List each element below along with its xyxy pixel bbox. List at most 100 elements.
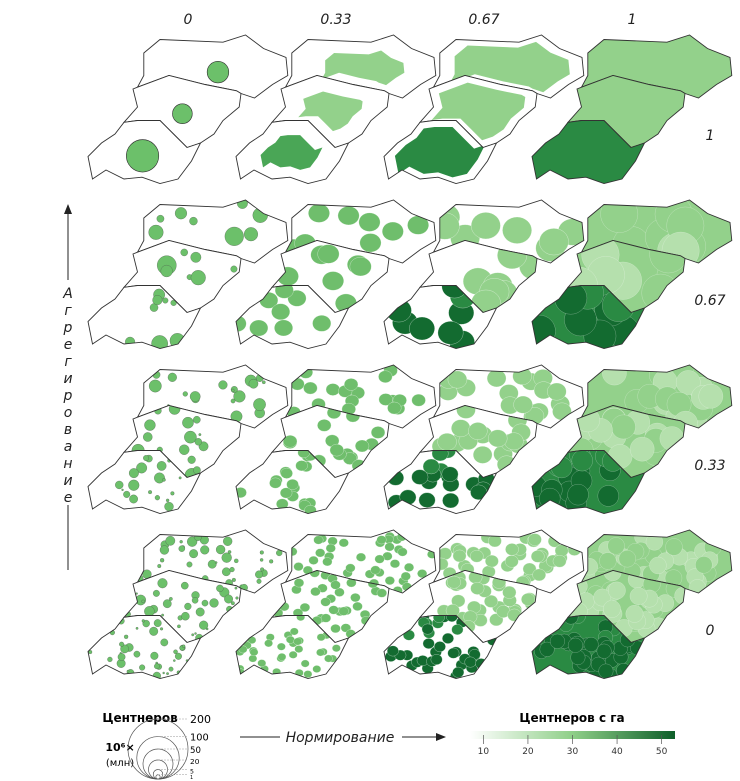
map-cell: [430, 654, 443, 665]
map-symbol: [182, 391, 188, 397]
map-cell: [352, 601, 363, 611]
map-symbol: [148, 379, 162, 393]
map-cell: [387, 401, 402, 415]
map-cell: [316, 648, 325, 657]
map-cell: [469, 550, 484, 563]
map-cell: [338, 606, 349, 616]
map-panel: [531, 34, 733, 184]
map-cell: [411, 469, 429, 485]
map-cell: [539, 487, 561, 510]
map-cell: [597, 485, 619, 507]
map-cell: [447, 575, 461, 589]
map-cell: [294, 645, 304, 653]
map-symbol: [259, 550, 264, 555]
map-cell: [260, 135, 323, 170]
map-cell: [264, 639, 273, 648]
map-symbol: [164, 501, 174, 512]
map-symbol: [262, 380, 266, 385]
map-cell: [390, 559, 400, 569]
cells: [126, 139, 160, 173]
map-cell: [376, 588, 387, 598]
map-cell: [280, 467, 293, 479]
region-fill: [568, 75, 685, 148]
cells: [321, 50, 405, 86]
map-cell: [303, 670, 313, 678]
map-cell: [470, 484, 488, 500]
map-cell: [437, 433, 457, 451]
map-cell: [344, 378, 359, 391]
map-cell: [649, 556, 667, 575]
map-cell: [387, 470, 404, 486]
map-cell: [437, 321, 464, 345]
map-cell: [308, 203, 330, 223]
map-cell: [447, 647, 460, 659]
color-tick-label: 50: [656, 747, 668, 757]
map-symbol: [256, 578, 262, 584]
map-panel: [87, 364, 289, 514]
map-symbol: [186, 561, 193, 568]
region-fill: [137, 200, 288, 263]
map-symbol: [181, 581, 189, 590]
color-tick-label: 30: [567, 747, 579, 757]
map-symbol: [119, 641, 125, 647]
map-symbol: [169, 333, 186, 349]
cells: [386, 285, 476, 349]
map-symbol: [227, 550, 232, 554]
map-symbol: [230, 265, 238, 273]
map-symbol: [170, 299, 177, 306]
cells: [236, 615, 341, 678]
map-cell: [441, 466, 459, 482]
map-symbol: [107, 656, 113, 663]
map-cell: [290, 377, 305, 391]
map-symbol: [216, 544, 226, 555]
map-cell: [248, 654, 258, 663]
map-cell: [434, 641, 446, 653]
map-symbol: [160, 638, 169, 647]
map-symbol: [191, 597, 199, 604]
map-symbol: [129, 494, 138, 504]
map-cell: [298, 366, 313, 379]
map-cell: [316, 633, 326, 642]
map-symbol: [174, 207, 187, 220]
column-label: 0.33: [320, 12, 351, 28]
map-cell: [280, 487, 293, 499]
map-symbol: [121, 488, 124, 491]
map-cell: [293, 562, 304, 572]
map-symbol: [234, 586, 238, 590]
map-cell: [484, 595, 498, 608]
cells: [236, 285, 332, 337]
map-symbol: [120, 644, 129, 654]
map-cell: [593, 588, 612, 607]
map-cell: [249, 648, 259, 657]
row-label: 1: [706, 128, 715, 144]
map-symbol: [233, 390, 246, 403]
map-cell: [271, 303, 291, 320]
map-cell: [322, 557, 333, 567]
column-label: 0.67: [468, 12, 499, 28]
map-cell: [502, 216, 532, 244]
map-symbol: [151, 335, 168, 349]
map-symbol: [165, 498, 170, 502]
cells: [115, 454, 182, 512]
map-symbol: [172, 103, 193, 124]
cells: [534, 615, 645, 679]
map-cell: [303, 381, 318, 395]
map-panel: [383, 34, 585, 184]
map-cell: [358, 212, 381, 232]
cells: [431, 82, 526, 141]
map-cell: [596, 643, 612, 659]
map-cell: [471, 212, 501, 240]
map-symbol: [162, 671, 165, 675]
map-cell: [289, 627, 299, 636]
map-symbol: [178, 476, 182, 480]
map-symbol: [125, 336, 136, 347]
map-cell: [505, 543, 519, 556]
map-symbol: [198, 433, 202, 436]
map-symbol: [207, 559, 217, 569]
cells: [438, 367, 572, 426]
map-cell: [403, 629, 415, 641]
normalization-label: Нормирование: [286, 730, 395, 746]
map-symbol: [194, 632, 197, 635]
map-cell: [688, 579, 707, 594]
